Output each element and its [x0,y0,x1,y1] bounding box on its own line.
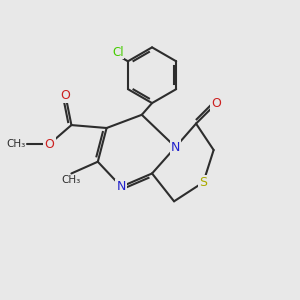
Text: CH₃: CH₃ [62,175,81,185]
Text: N: N [171,141,180,154]
Text: N: N [117,180,126,193]
Text: O: O [212,97,221,110]
Text: O: O [44,138,54,151]
Text: CH₃: CH₃ [7,139,26,149]
Text: O: O [61,89,70,102]
Text: Cl: Cl [112,46,124,59]
Text: S: S [200,176,207,189]
